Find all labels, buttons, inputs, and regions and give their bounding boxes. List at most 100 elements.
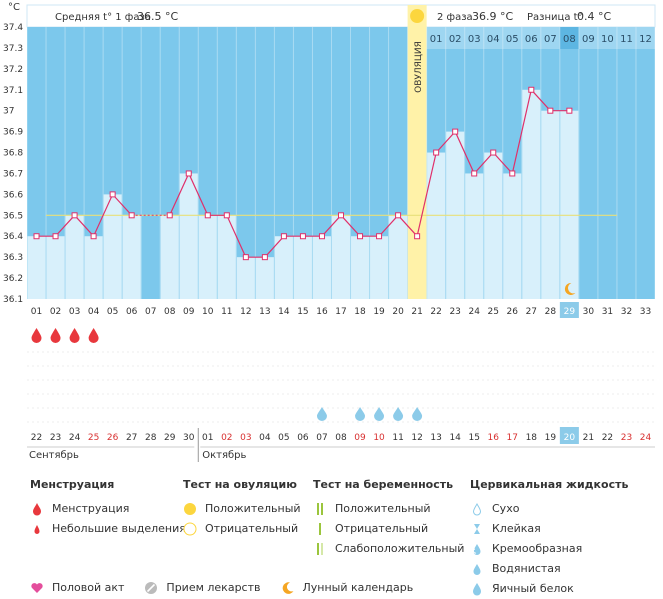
temp-point: [242, 254, 249, 261]
phase2-day-cell: [521, 27, 541, 49]
cycle-day-label: 24: [468, 307, 480, 317]
sun-icon: [410, 9, 425, 23]
menstruation-drop: [50, 328, 61, 343]
legend-label: Сухо: [492, 502, 520, 515]
one-line-icon: [319, 523, 321, 535]
temp-point: [166, 212, 173, 219]
legend-fluid-watery: Водянистая: [470, 559, 628, 579]
cycle-day-label: 19: [373, 307, 385, 317]
temp-bar: [312, 236, 331, 299]
cycle-day-label: 02: [50, 307, 61, 317]
phase2-day-cell: [483, 27, 503, 49]
legend-label: Отрицательный: [335, 522, 429, 535]
legend-medication: Прием лекарств: [144, 578, 261, 598]
sun-filled-icon: [184, 503, 196, 515]
temp-point: [433, 149, 440, 156]
temp-bar: [160, 215, 179, 299]
y-tick-label: 36.1: [3, 295, 23, 305]
cycle-day-label: 31: [602, 307, 613, 317]
calendar-date: 18: [526, 433, 538, 443]
menstruation-drop: [88, 328, 99, 343]
calendar-date: 11: [392, 433, 403, 443]
cycle-day-label: 05: [107, 307, 118, 317]
hourglass-icon: [474, 524, 480, 534]
phase2-day-cell: [559, 27, 579, 49]
legend-fluid-eggwhite: Яичный белок: [470, 579, 628, 599]
temp-bar: [122, 215, 141, 299]
temp-point: [414, 233, 421, 240]
diff-value: 0.4 °C: [577, 10, 611, 23]
y-tick-label: 36.4: [3, 232, 23, 242]
calendar-date: 26: [107, 433, 119, 443]
calendar-date: 24: [640, 433, 652, 443]
temp-point: [471, 170, 478, 177]
phase2-day-cell: [502, 27, 522, 49]
cycle-day-label: 14: [278, 307, 290, 317]
legend-lunar: Лунный календарь: [281, 578, 414, 598]
two-lines-icon: [317, 503, 323, 515]
calendar-date: 22: [602, 433, 613, 443]
phase2-value: 36.9 °C: [472, 10, 513, 23]
calendar-date: 21: [583, 433, 594, 443]
calendar-date: 12: [411, 433, 422, 443]
cycle-day-label: 21: [411, 307, 422, 317]
legend-ovulation-negative: Отрицательный: [183, 519, 301, 539]
legend-menstruation-title: Менструация: [30, 478, 115, 491]
phase2-day-cell: [597, 27, 617, 49]
cycle-day-label: 04: [88, 307, 100, 317]
temp-bar: [331, 215, 351, 299]
sun-outline-icon: [183, 522, 197, 536]
legend-pregnancy-test-title: Тест на беременность: [313, 478, 454, 491]
temp-point: [71, 212, 78, 219]
month-label-2: Октябрь: [202, 450, 246, 461]
drop-large-icon: [33, 503, 41, 516]
cycle-day-label: 20: [392, 307, 404, 317]
legend-label: Небольшие выделения: [52, 522, 186, 535]
temp-point: [33, 233, 40, 240]
legend-label: Лунный календарь: [302, 581, 414, 594]
cycle-day-label: 28: [545, 307, 557, 317]
diff-label: Разница t°: [527, 12, 583, 23]
cycle-day-label: 26: [507, 307, 519, 317]
y-axis-unit: °C: [8, 2, 20, 13]
calendar-date: 14: [449, 433, 461, 443]
cervical-fluid-drop: [316, 407, 327, 422]
pill-icon: [145, 582, 158, 594]
calendar-date: 06: [297, 433, 309, 443]
legend-menstruation-item: Менструация: [30, 499, 186, 519]
temp-bar: [27, 236, 46, 299]
legend-label: Слабоположительный: [335, 542, 465, 555]
phase2-day-label: 06: [525, 34, 538, 45]
temp-bar: [427, 152, 446, 299]
temp-point: [261, 254, 268, 261]
phase2-day-cell: [540, 27, 560, 49]
y-tick-label: 36.7: [3, 169, 23, 179]
temp-bar: [370, 236, 389, 299]
temp-bar: [274, 236, 293, 299]
temp-point: [299, 233, 306, 240]
temp-bar: [503, 173, 522, 299]
y-tick-label: 37: [3, 107, 14, 117]
calendar-date: 15: [468, 433, 479, 443]
temp-bar: [465, 173, 484, 299]
phase2-day-cell: [464, 27, 484, 49]
phase2-day-label: 11: [620, 34, 633, 45]
legend-spotting-item: Небольшие выделения: [30, 519, 186, 539]
phase2-day-cell: [445, 27, 465, 49]
calendar-date: 19: [545, 433, 557, 443]
legend-label: Менструация: [52, 502, 130, 515]
phase2-day-cell: [578, 27, 598, 49]
legend-fluid-dry: Сухо: [470, 499, 628, 519]
temp-bar: [217, 215, 236, 299]
cycle-day-label: 01: [31, 307, 42, 317]
calendar-date: 24: [69, 433, 81, 443]
temperature-line: [36, 88, 570, 258]
temp-point: [318, 233, 325, 240]
y-tick-label: 36.9: [3, 128, 23, 138]
temp-bar: [84, 236, 103, 299]
calendar-date: 29: [164, 433, 176, 443]
temp-bar: [293, 236, 312, 299]
cervical-fluid-drop: [412, 407, 423, 422]
calendar-date: 05: [278, 433, 289, 443]
cervical-fluid-drop: [374, 407, 385, 422]
